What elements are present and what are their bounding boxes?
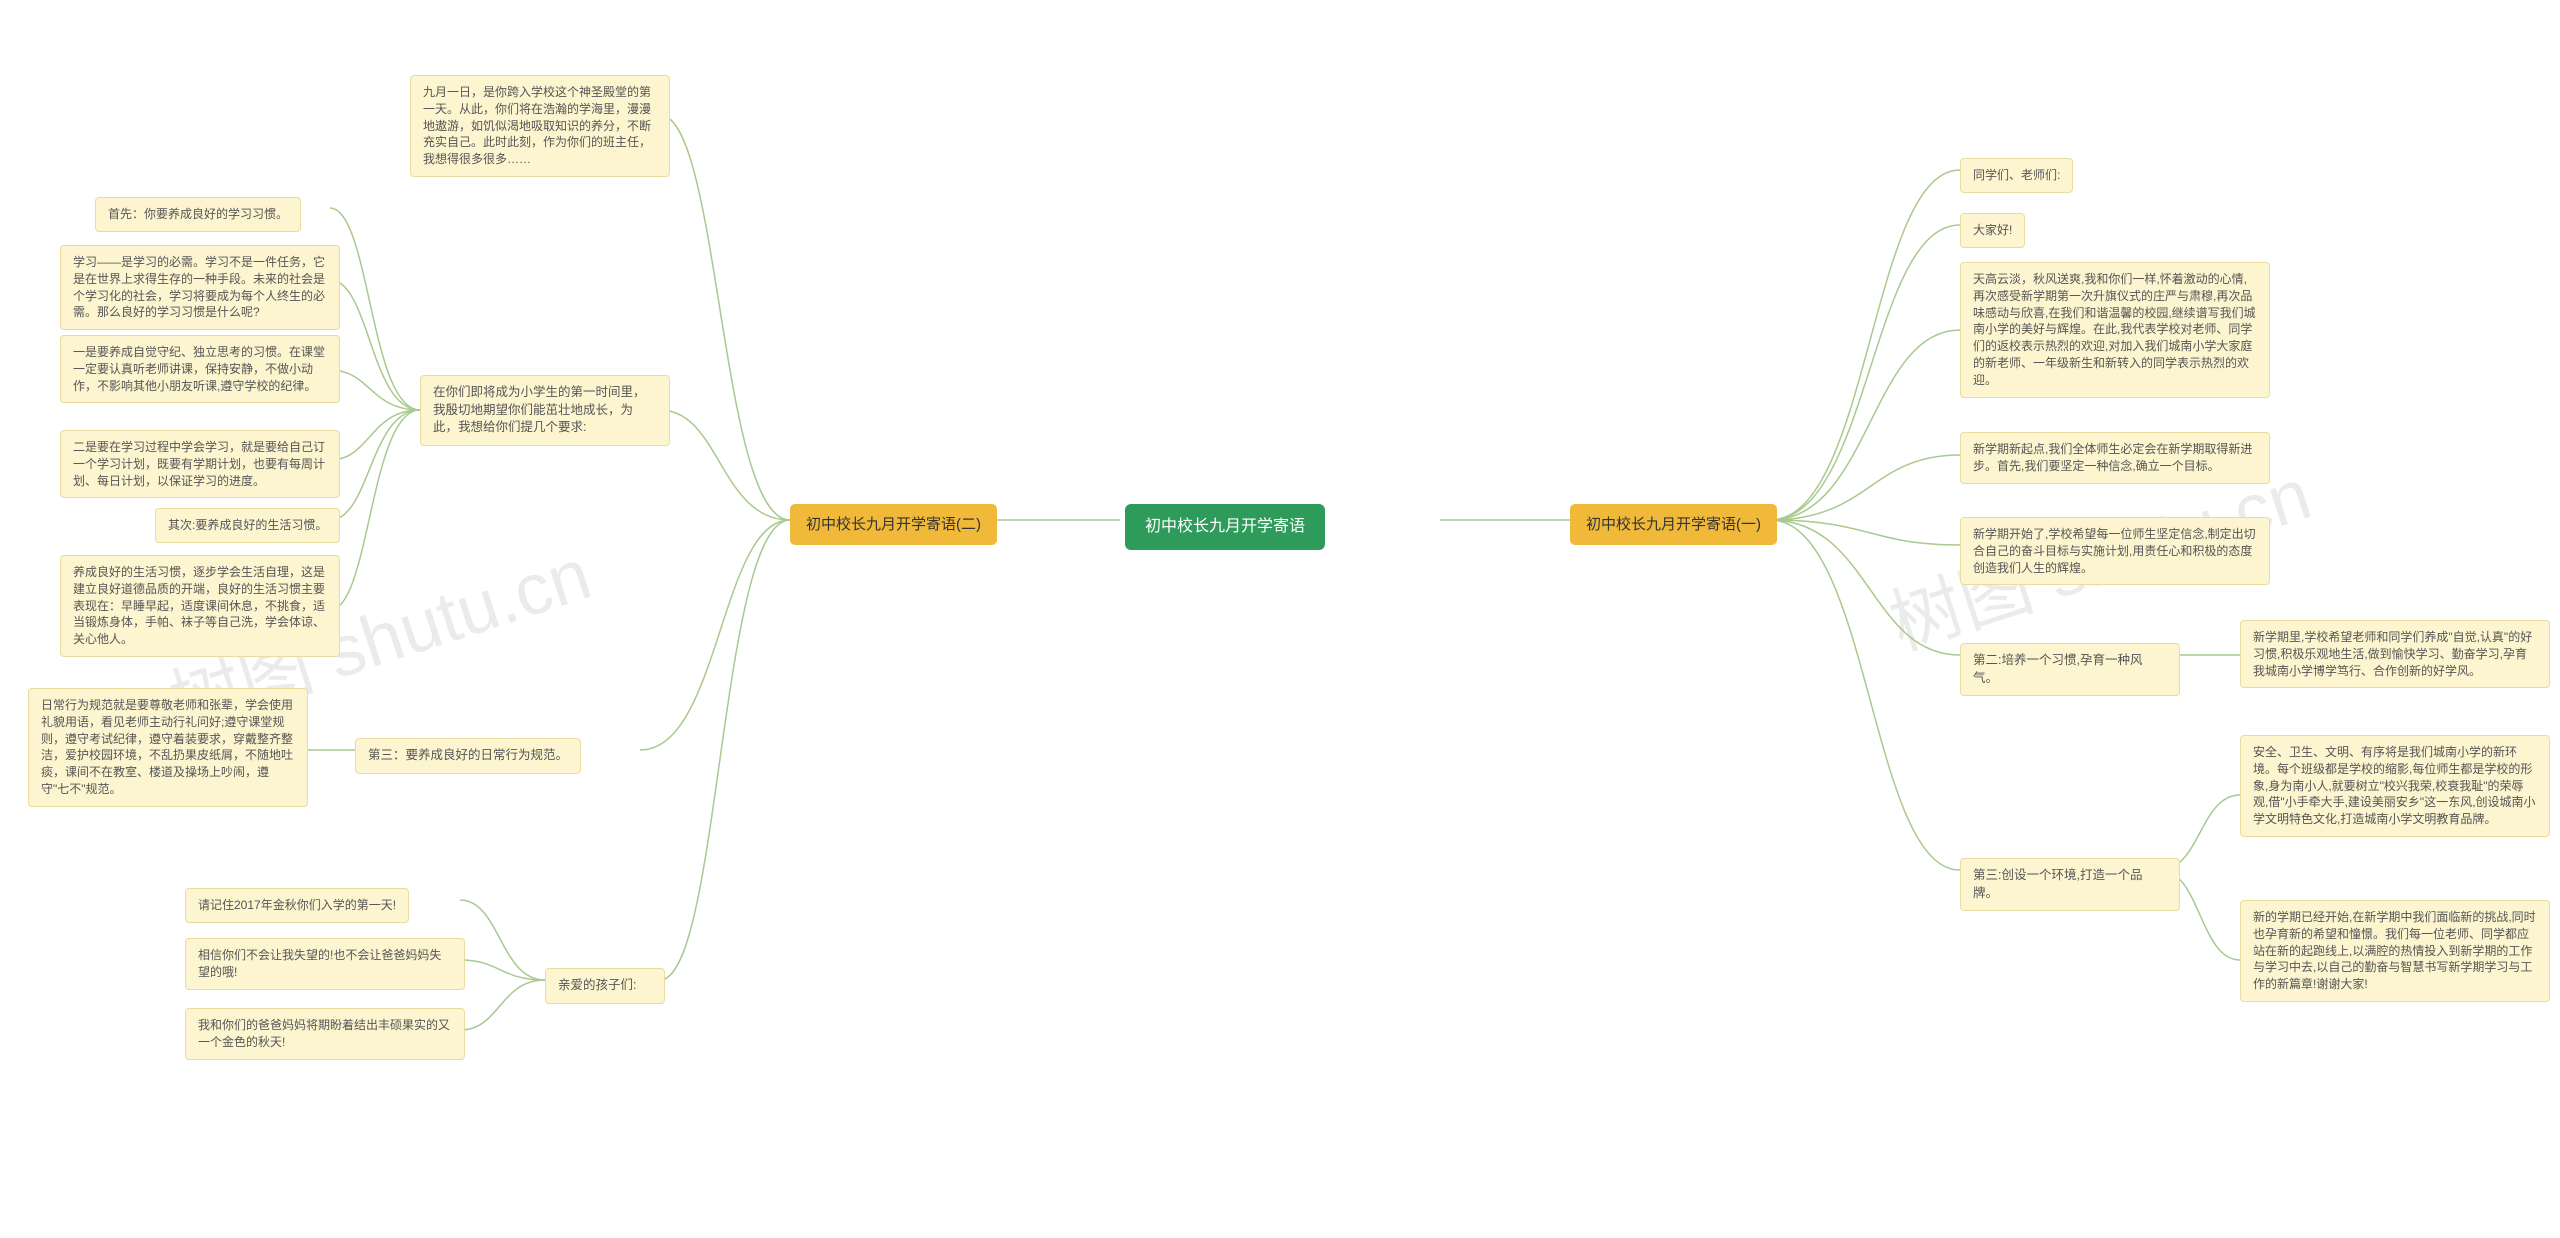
right-leaf-0: 同学们、老师们:	[1960, 158, 2073, 193]
branch-right: 初中校长九月开学寄语(一)	[1570, 504, 1777, 545]
right-sub2: 第三:创设一个环境,打造一个品牌。	[1960, 858, 2180, 911]
left-sub1-leaf-1: 学习——是学习的必需。学习不是一件任务，它是在世界上求得生存的一种手段。未来的社…	[60, 245, 340, 330]
right-sub2-leaf-0: 安全、卫生、文明、有序将是我们城南小学的新环境。每个班级都是学校的缩影,每位师生…	[2240, 735, 2550, 837]
left-sub1-leaf-3: 二是要在学习过程中学会学习，就是要给自己订一个学习计划，既要有学期计划，也要有每…	[60, 430, 340, 498]
left-sub1-leaf-0: 首先：你要养成良好的学习习惯。	[95, 197, 301, 232]
left-sub3-leaf-1: 相信你们不会让我失望的!也不会让爸爸妈妈失望的哦!	[185, 938, 465, 990]
root-node: 初中校长九月开学寄语	[1125, 504, 1325, 550]
left-sub1-leaf-2: 一是要养成自觉守纪、独立思考的习惯。在课堂一定要认真听老师讲课，保持安静，不做小…	[60, 335, 340, 403]
left-intro: 九月一日，是你跨入学校这个神圣殿堂的第一天。从此，你们将在浩瀚的学海里，漫漫地遨…	[410, 75, 670, 177]
left-sub2: 第三：要养成良好的日常行为规范。	[355, 738, 581, 774]
left-sub3-leaf-0: 请记住2017年金秋你们入学的第一天!	[185, 888, 409, 923]
right-leaf-2: 天高云淡，秋风送爽,我和你们一样,怀着激动的心情,再次感受新学期第一次升旗仪式的…	[1960, 262, 2270, 398]
left-sub2-leaf: 日常行为规范就是要尊敬老师和张辈，学会使用礼貌用语，看见老师主动行礼问好;遵守课…	[28, 688, 308, 807]
right-sub1-leaf: 新学期里,学校希望老师和同学们养成"自觉,认真"的好习惯,积极乐观地生活,做到愉…	[2240, 620, 2550, 688]
branch-left: 初中校长九月开学寄语(二)	[790, 504, 997, 545]
right-sub2-leaf-1: 新的学期已经开始,在新学期中我们面临新的挑战,同时也孕育新的希望和憧憬。我们每一…	[2240, 900, 2550, 1002]
right-sub1: 第二:培养一个习惯,孕育一种风气。	[1960, 643, 2180, 696]
right-leaf-3: 新学期新起点,我们全体师生必定会在新学期取得新进步。首先,我们要坚定一种信念,确…	[1960, 432, 2270, 484]
left-sub3: 亲爱的孩子们:	[545, 968, 665, 1004]
left-sub1: 在你们即将成为小学生的第一时间里，我殷切地期望你们能茁壮地成长，为此，我想给你们…	[420, 375, 670, 446]
right-leaf-4: 新学期开始了,学校希望每一位师生坚定信念,制定出切合自己的奋斗目标与实施计划,用…	[1960, 517, 2270, 585]
left-sub1-leaf-5: 养成良好的生活习惯，逐步学会生活自理，这是建立良好道德品质的开端，良好的生活习惯…	[60, 555, 340, 657]
right-leaf-1: 大家好!	[1960, 213, 2025, 248]
left-sub1-leaf-4: 其次:要养成良好的生活习惯。	[155, 508, 340, 543]
left-sub3-leaf-2: 我和你们的爸爸妈妈将期盼着结出丰硕果实的又一个金色的秋天!	[185, 1008, 465, 1060]
